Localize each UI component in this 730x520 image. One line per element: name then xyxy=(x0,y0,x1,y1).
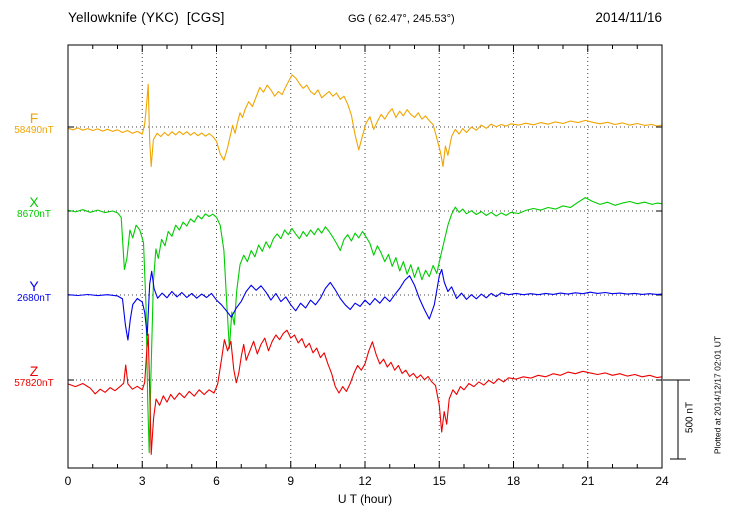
svg-text:18: 18 xyxy=(507,474,521,488)
svg-text:3: 3 xyxy=(139,474,146,488)
series-label-X: X 8670nT xyxy=(2,195,66,220)
baseline-value-F: 58490nT xyxy=(14,124,54,136)
series-label-F: F 58490nT xyxy=(2,111,66,136)
series-label-Y: Y 2680nT xyxy=(2,279,66,304)
svg-text:24: 24 xyxy=(655,474,669,488)
svg-text:9: 9 xyxy=(287,474,294,488)
component-letter-Y: Y xyxy=(29,278,39,294)
series-label-Z: Z 57820nT xyxy=(2,364,66,389)
svg-text:0: 0 xyxy=(65,474,72,488)
station-title: Yellowknife (YKC) [CGS] xyxy=(68,10,225,25)
svg-text:21: 21 xyxy=(581,474,595,488)
baseline-value-X: 8670nT xyxy=(17,208,51,220)
component-letter-F: F xyxy=(29,110,39,126)
component-letter-X: X xyxy=(29,194,39,210)
svg-text:6: 6 xyxy=(213,474,220,488)
plotted-at-note: Plotted at 2014/12/17 02:01 UT xyxy=(712,335,723,455)
svg-text:15: 15 xyxy=(433,474,447,488)
baseline-value-Z: 57820nT xyxy=(14,377,54,389)
gg-coordinates: GG ( 62.47°, 245.53°) xyxy=(348,13,455,25)
scale-bar-label: 500 nT xyxy=(684,401,696,434)
component-letter-Z: Z xyxy=(29,363,39,379)
svg-text:U T (hour): U T (hour) xyxy=(338,492,392,506)
baseline-value-Y: 2680nT xyxy=(17,292,51,304)
plot-date: 2014/11/16 xyxy=(595,10,662,25)
svg-text:12: 12 xyxy=(358,474,372,488)
